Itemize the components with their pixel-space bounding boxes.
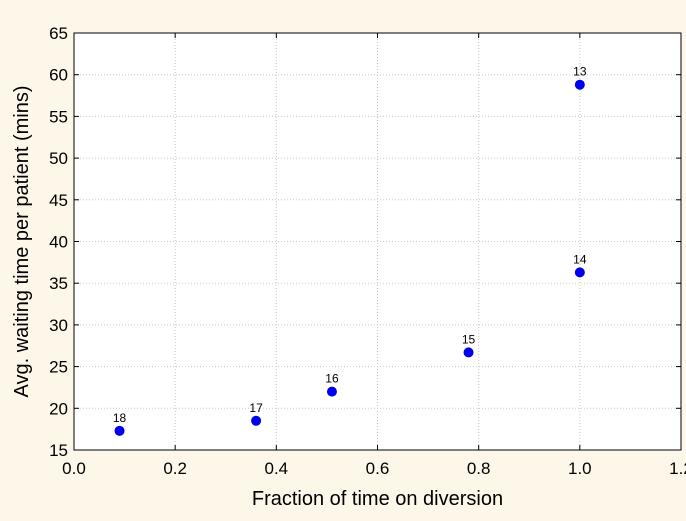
y-tick-label: 40 bbox=[49, 233, 68, 252]
data-point bbox=[251, 415, 262, 426]
y-tick-label: 20 bbox=[49, 399, 68, 418]
data-points: 18 17 16 15 14 13 bbox=[113, 65, 587, 436]
y-tick-label: 55 bbox=[49, 107, 68, 126]
data-point-label: 18 bbox=[113, 411, 127, 425]
data-point-label: 13 bbox=[573, 65, 587, 79]
y-axis-label: Avg. waiting time per patient (mins) bbox=[11, 86, 33, 398]
y-tick-label: 50 bbox=[49, 149, 68, 168]
x-axis-label: Fraction of time on diversion bbox=[252, 488, 503, 510]
gridlines bbox=[74, 33, 681, 450]
x-tick-label: 0.6 bbox=[366, 459, 390, 478]
data-point bbox=[463, 347, 474, 358]
x-tick-label: 0.4 bbox=[265, 459, 289, 478]
data-point-label: 14 bbox=[573, 252, 587, 266]
y-tick-label: 65 bbox=[49, 24, 68, 43]
data-point-label: 17 bbox=[249, 401, 263, 415]
y-tick-label: 35 bbox=[49, 274, 68, 293]
x-tick-label: 0.2 bbox=[163, 459, 187, 478]
y-tick-label: 15 bbox=[49, 441, 68, 460]
y-tick-label: 25 bbox=[49, 358, 68, 377]
x-tick-label: 0.8 bbox=[467, 459, 491, 478]
data-point bbox=[326, 386, 337, 397]
y-tick-label: 30 bbox=[49, 316, 68, 335]
x-tick-label: 1.0 bbox=[568, 459, 592, 478]
x-tick-label: 1.2 bbox=[669, 459, 686, 478]
data-point bbox=[574, 267, 585, 278]
data-point-label: 15 bbox=[462, 332, 476, 346]
y-tick-label: 60 bbox=[49, 66, 68, 85]
data-point bbox=[114, 425, 125, 436]
y-tick-label: 45 bbox=[49, 191, 68, 210]
data-point-label: 16 bbox=[325, 372, 339, 386]
data-point bbox=[574, 79, 585, 90]
axis-ticks: 0.0 0.2 0.4 0.6 0.8 1.0 1.2 15 20 25 30 35 40 45 50 55 6… bbox=[49, 24, 686, 478]
x-tick-label: 0.0 bbox=[62, 459, 86, 478]
